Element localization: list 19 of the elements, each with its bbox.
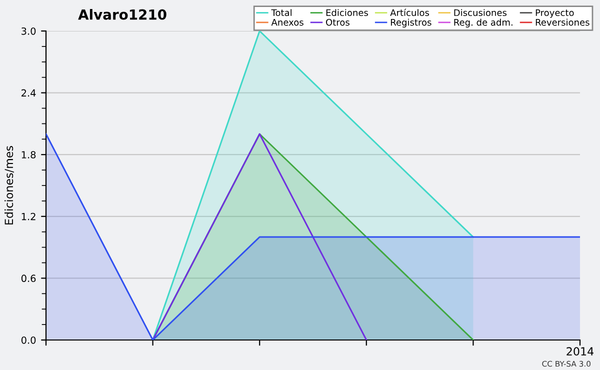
y-axis-title: Ediciones/mes	[4, 146, 14, 224]
x-tick-label: 2014	[566, 347, 594, 356]
y-tick-label: 3.0	[22, 27, 36, 35]
legend-label: Proyecto	[536, 9, 574, 18]
legend-label: Registros	[390, 18, 432, 28]
y-tick-label: 1.8	[22, 151, 36, 158]
legend-label: Total	[271, 9, 292, 16]
legend-label: Reg. de adm.	[454, 18, 512, 28]
y-tick-label: 0.0	[21, 336, 36, 344]
legend-label: Ediciones	[326, 9, 368, 16]
y-tick-label: 0.6	[21, 274, 36, 282]
legend-label: Anexos	[271, 18, 304, 26]
legend-label: Artículos	[390, 8, 430, 16]
chart-title: Alvaro1210	[78, 9, 166, 20]
y-tick-label: 2.4	[22, 89, 36, 96]
legend-label: Discusiones	[454, 9, 507, 16]
legend-label: Otros	[326, 18, 350, 26]
y-tick-label: 1.2	[22, 212, 36, 220]
legend-label: Reversiones	[536, 18, 590, 26]
